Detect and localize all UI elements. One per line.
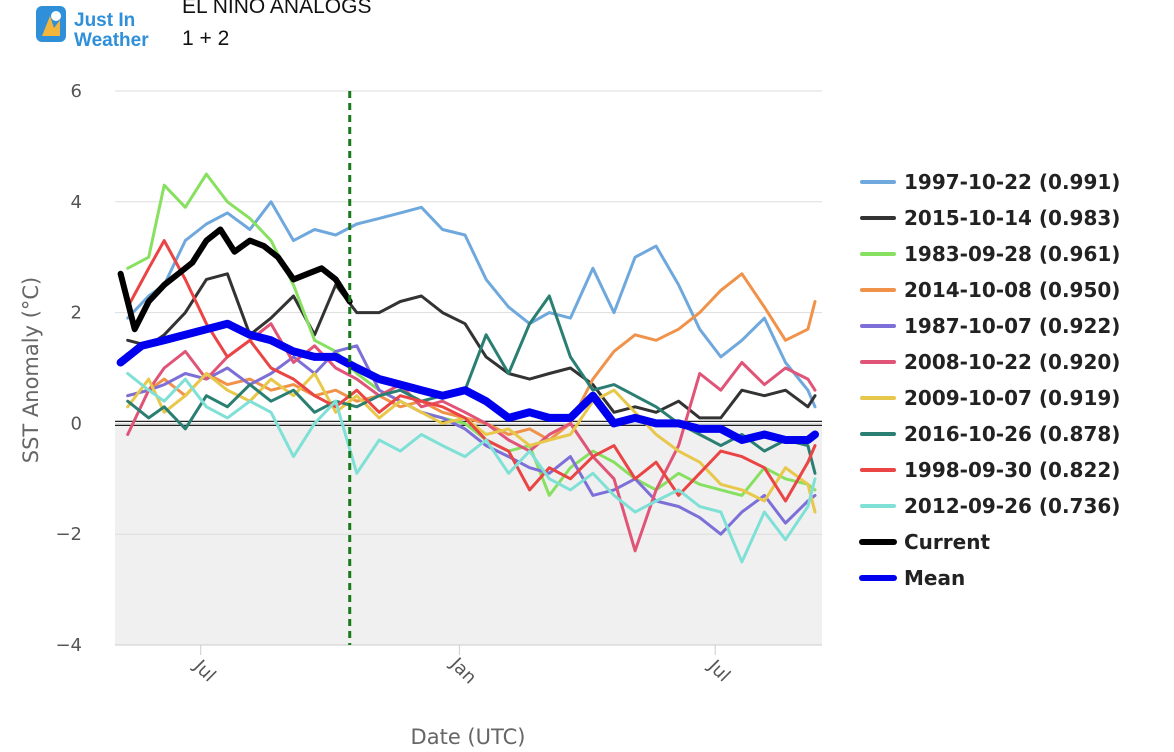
series-line bbox=[126, 239, 817, 503]
series-line bbox=[126, 272, 817, 442]
legend-label[interactable]: 1997-10-22 (0.991) bbox=[904, 170, 1120, 194]
series-line bbox=[126, 372, 817, 564]
series-line bbox=[126, 200, 817, 409]
chart-title: EL NINO ANALOGS bbox=[182, 0, 372, 18]
legend-label[interactable]: 1983-09-28 (0.961) bbox=[904, 242, 1120, 266]
logo-snowflake-icon bbox=[51, 11, 61, 21]
legend-label[interactable]: 2015-10-14 (0.983) bbox=[904, 206, 1120, 230]
y-tick-label: 2 bbox=[71, 303, 82, 324]
legend-label[interactable]: 1987-10-07 (0.922) bbox=[904, 314, 1120, 338]
legend-label[interactable]: 1998-09-30 (0.822) bbox=[904, 458, 1120, 482]
legend-label[interactable]: 2016-10-26 (0.878) bbox=[904, 422, 1120, 446]
x-tick-label: Jan bbox=[445, 653, 480, 688]
legend-label[interactable]: Mean bbox=[904, 566, 965, 590]
legend-label[interactable]: 2014-10-08 (0.950) bbox=[904, 278, 1120, 302]
series-line bbox=[117, 226, 353, 333]
series-lines bbox=[116, 172, 819, 564]
y-tick-label: −4 bbox=[55, 635, 82, 656]
series-line bbox=[116, 319, 819, 444]
legend-label[interactable]: 2012-09-26 (0.736) bbox=[904, 494, 1120, 518]
y-axis-ticks: 6 4 2 0 −2 −4 bbox=[55, 81, 82, 656]
logo-text-line2: Weather bbox=[74, 30, 149, 51]
logo-sun-icon bbox=[42, 16, 60, 36]
logo-text-line1: Just In bbox=[74, 10, 135, 31]
x-axis-title: Date (UTC) bbox=[411, 725, 526, 749]
series-line bbox=[126, 272, 817, 420]
y-tick-label: 0 bbox=[71, 413, 82, 434]
y-axis-title: SST Anomaly (°C) bbox=[19, 277, 43, 464]
legend[interactable]: 1997-10-22 (0.991) 2015-10-14 (0.983) 1983… bbox=[859, 170, 1120, 590]
chart-subtitle: 1 + 2 bbox=[182, 27, 230, 50]
legend-label[interactable]: 2008-10-22 (0.920) bbox=[904, 350, 1120, 374]
x-tick-label: Jul bbox=[703, 655, 734, 686]
legend-label[interactable]: 2009-10-07 (0.919) bbox=[904, 386, 1120, 410]
series-line bbox=[126, 172, 817, 497]
y-tick-label: 4 bbox=[71, 192, 82, 213]
series-line bbox=[126, 344, 817, 536]
x-axis-ticks: Jul Jan Jul bbox=[189, 645, 734, 688]
legend-label[interactable]: Current bbox=[904, 530, 990, 554]
y-tick-label: −2 bbox=[55, 524, 82, 545]
just-in-weather-logo: Just In Weather bbox=[36, 6, 149, 51]
x-tick-label: Jul bbox=[189, 655, 220, 686]
y-tick-label: 6 bbox=[71, 81, 82, 102]
series-line bbox=[126, 294, 817, 475]
